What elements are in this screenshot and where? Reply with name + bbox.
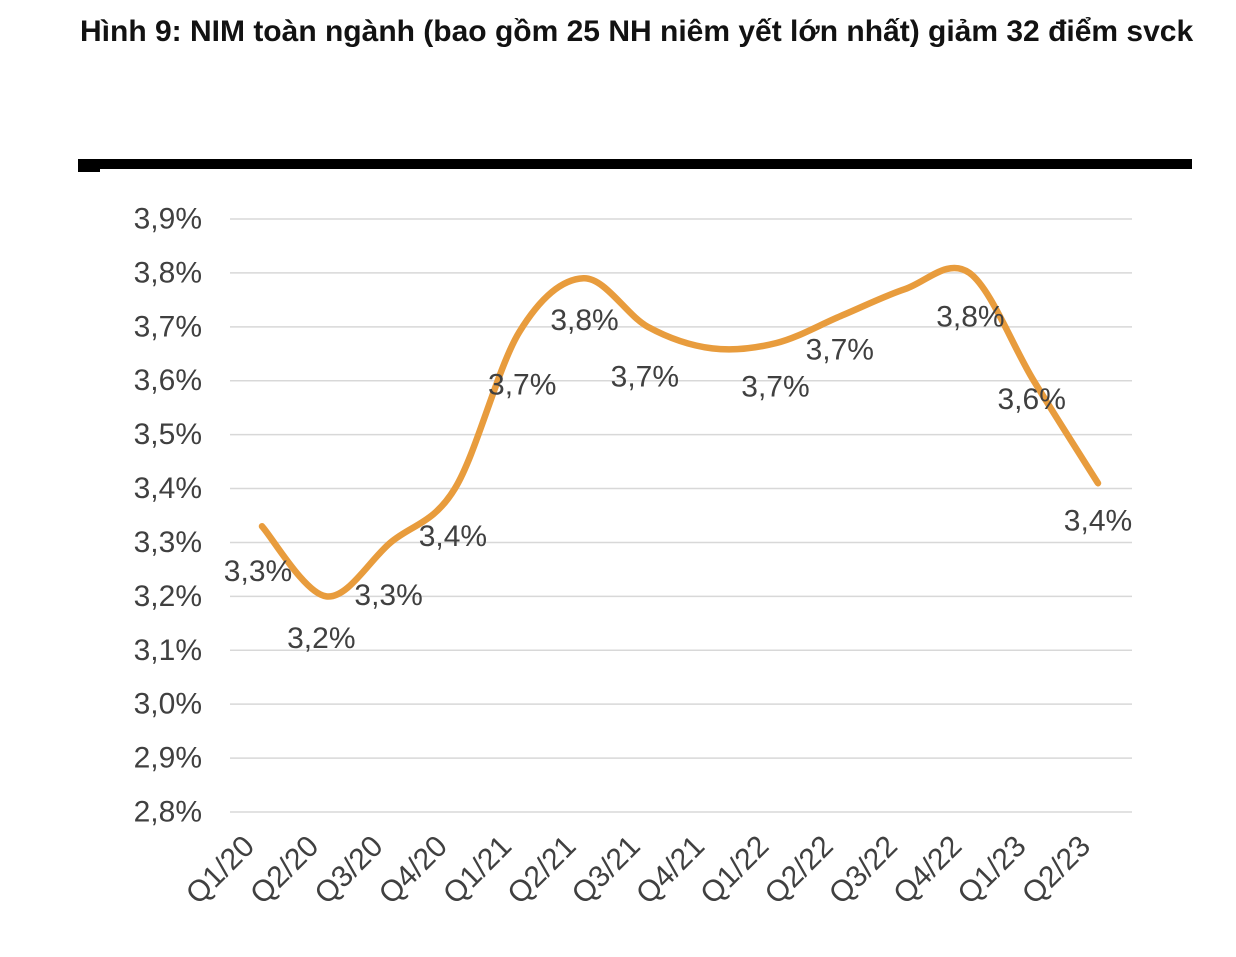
data-label: 3,4%	[1064, 505, 1132, 538]
y-tick-label: 3,9%	[134, 203, 202, 236]
x-tick-label: Q1/23	[952, 830, 1033, 911]
y-tick-label: 3,1%	[134, 634, 202, 667]
data-label: 3,3%	[224, 555, 292, 588]
data-label: 3,2%	[287, 622, 355, 655]
x-tick-label: Q4/20	[373, 830, 454, 911]
x-tick-label: Q1/22	[694, 830, 775, 911]
data-label: 3,7%	[806, 334, 874, 367]
x-tick-label: Q4/21	[630, 830, 711, 911]
x-tick-label: Q3/21	[566, 830, 647, 911]
figure-title: Hình 9: NIM toàn ngành (bao gồm 25 NH ni…	[80, 15, 1194, 48]
data-label: 3,4%	[419, 520, 487, 553]
y-tick-label: 3,8%	[134, 256, 202, 289]
y-tick-label: 3,5%	[134, 418, 202, 451]
nim-series-line	[258, 264, 1102, 600]
y-tick-label: 3,0%	[134, 688, 202, 721]
data-label: 3,7%	[611, 360, 679, 393]
x-tick-label: Q3/22	[823, 830, 904, 911]
data-label: 3,8%	[936, 300, 1004, 333]
title-divider-bar	[78, 159, 1192, 172]
x-tick-label: Q4/22	[887, 830, 968, 911]
data-label: 3,3%	[354, 579, 422, 612]
y-tick-label: 3,2%	[134, 580, 202, 613]
x-tick-label: Q2/21	[501, 830, 582, 911]
y-tick-label: 2,8%	[134, 795, 202, 828]
nim-line-chart: 3,9% 3,8% 3,7% 3,6% 3,5% 3,4% 3,3% 3,2% 3,1% 3,0%…	[0, 180, 1236, 952]
x-tick-label: Q3/20	[308, 830, 389, 911]
y-tick-label: 2,9%	[134, 742, 202, 775]
y-tick-label: 3,6%	[134, 364, 202, 397]
chart-canvas: 3,9% 3,8% 3,7% 3,6% 3,5% 3,4% 3,3% 3,2% 3,1% 3,0%…	[134, 203, 1133, 911]
x-tick-label: Q2/22	[759, 830, 840, 911]
data-label: 3,7%	[488, 369, 556, 402]
x-tick-label: Q1/20	[180, 830, 261, 911]
x-tick-label: Q2/20	[244, 830, 325, 911]
y-tick-label: 3,7%	[134, 310, 202, 343]
y-tick-label: 3,3%	[134, 526, 202, 559]
x-tick-label: Q2/23	[1016, 830, 1097, 911]
data-label: 3,6%	[998, 383, 1066, 416]
x-tick-label: Q1/21	[437, 830, 518, 911]
y-tick-label: 3,4%	[134, 472, 202, 505]
data-label: 3,8%	[550, 304, 618, 337]
data-label: 3,7%	[741, 370, 809, 403]
